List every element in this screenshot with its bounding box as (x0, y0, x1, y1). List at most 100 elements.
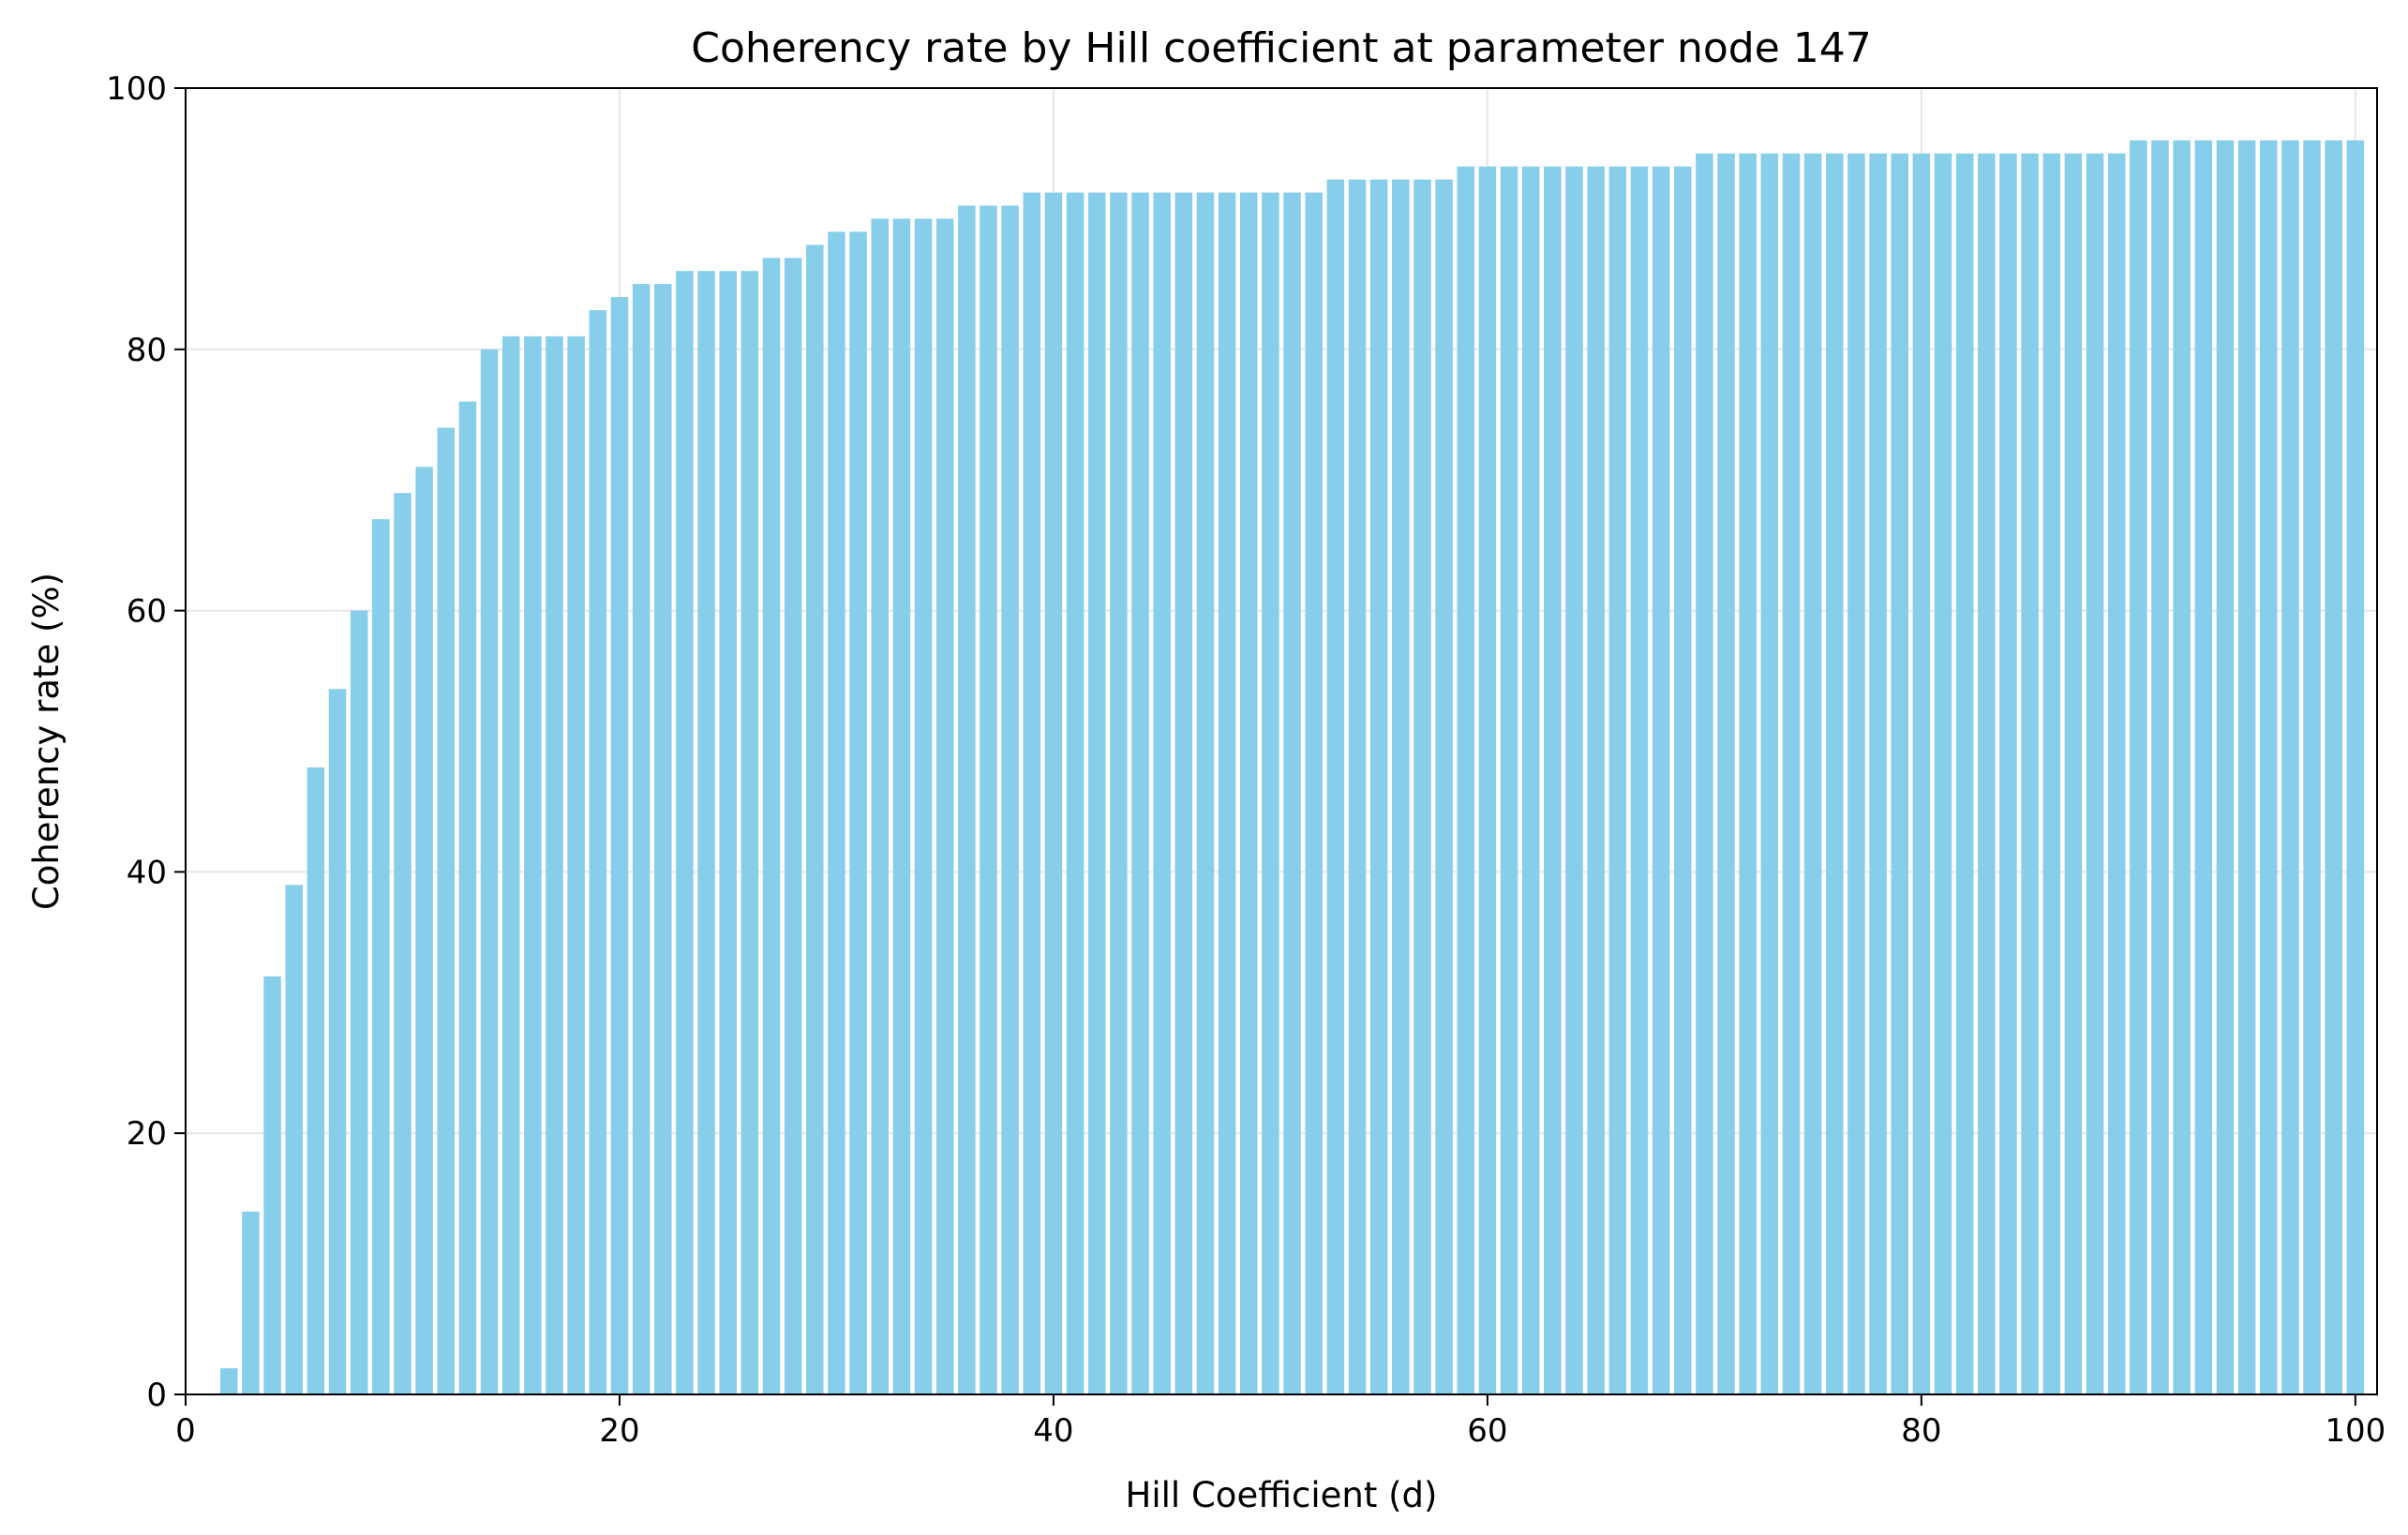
bar (784, 258, 802, 1395)
bar (328, 689, 347, 1394)
bar (1912, 153, 1931, 1395)
x-tick-label: 20 (599, 1412, 639, 1450)
y-tick-label: 100 (106, 70, 167, 108)
bar (480, 349, 499, 1394)
bar (632, 284, 651, 1395)
bar (1587, 166, 1605, 1394)
bar (1652, 166, 1670, 1394)
bar (806, 245, 824, 1394)
bar (1326, 179, 1345, 1395)
bar (2194, 140, 2213, 1394)
bar (2173, 140, 2191, 1394)
x-tick-label: 40 (1033, 1412, 1073, 1450)
bar (524, 335, 542, 1394)
chart-title: Coherency rate by Hill coefficient at pa… (691, 24, 1872, 72)
bar (1196, 192, 1215, 1394)
bar (307, 767, 325, 1394)
bar (589, 309, 607, 1395)
bar (1001, 205, 1019, 1395)
bar (1955, 153, 1974, 1395)
bar (1044, 192, 1063, 1394)
bar (740, 271, 759, 1394)
bar-series (220, 140, 2365, 1395)
bar (437, 427, 456, 1395)
y-axis: 0 20 40 60 80 100 (106, 70, 186, 1414)
bar (1023, 192, 1041, 1394)
bar (2042, 153, 2061, 1395)
bar (1500, 166, 1518, 1394)
x-axis-label: Hill Coefficient (d) (1126, 1475, 1438, 1515)
bar (849, 231, 867, 1395)
bar (1673, 166, 1692, 1394)
bar (1066, 192, 1084, 1394)
bar (654, 284, 672, 1395)
bar (1630, 166, 1649, 1394)
bar (1739, 153, 1757, 1395)
bar (1826, 153, 1844, 1395)
bar (2259, 140, 2278, 1394)
bar (458, 401, 477, 1394)
plot-frame (185, 87, 2378, 1395)
bar (1847, 153, 1865, 1395)
bar (242, 1211, 260, 1394)
bar (1803, 153, 1822, 1395)
bar (501, 335, 520, 1394)
bar (1978, 153, 1996, 1395)
bar (350, 610, 368, 1394)
y-tick-label: 80 (127, 332, 167, 369)
bar (2107, 153, 2126, 1395)
y-tick-label: 60 (127, 593, 167, 631)
bar (2064, 153, 2083, 1395)
bar (1435, 179, 1453, 1395)
bar (2130, 140, 2147, 1394)
bar (1110, 192, 1128, 1394)
bar (935, 218, 954, 1394)
bar (892, 218, 911, 1394)
bar (1392, 179, 1410, 1395)
bar (1240, 192, 1258, 1394)
bar (1478, 166, 1497, 1394)
bar (285, 885, 304, 1394)
bar (2021, 153, 2039, 1395)
bar (1869, 153, 1887, 1395)
bar (980, 205, 997, 1395)
bar (567, 335, 585, 1394)
bar (2151, 140, 2169, 1394)
bar (958, 205, 976, 1395)
bar (2303, 140, 2321, 1394)
bar (1999, 153, 2017, 1395)
bar (2086, 153, 2104, 1395)
bar (762, 258, 781, 1395)
bar (1218, 192, 1236, 1394)
bar (1457, 166, 1475, 1394)
bar (719, 271, 737, 1394)
bar (1717, 153, 1735, 1395)
bar (1283, 192, 1301, 1394)
bar (1696, 153, 1713, 1395)
bar (220, 1368, 238, 1394)
bar (1153, 192, 1171, 1394)
x-tick-label: 80 (1901, 1412, 1941, 1450)
bar (1760, 153, 1779, 1395)
bar (676, 271, 694, 1394)
bar (372, 519, 390, 1394)
bar (2346, 140, 2365, 1394)
bar (1174, 192, 1193, 1394)
bar (1087, 192, 1106, 1394)
bar (1782, 153, 1801, 1395)
bar (828, 231, 845, 1395)
bar (697, 271, 715, 1394)
bar (610, 297, 629, 1394)
bar (1565, 166, 1583, 1394)
bar (1413, 179, 1431, 1395)
x-tick-label: 100 (2325, 1412, 2386, 1450)
bar (871, 218, 890, 1394)
y-tick-label: 20 (127, 1115, 167, 1153)
bar (546, 335, 563, 1394)
bar (1934, 153, 1952, 1395)
bar (1262, 192, 1279, 1394)
bar (1608, 166, 1627, 1394)
bar (2216, 140, 2235, 1394)
bar (1521, 166, 1540, 1394)
bar (1544, 166, 1562, 1394)
